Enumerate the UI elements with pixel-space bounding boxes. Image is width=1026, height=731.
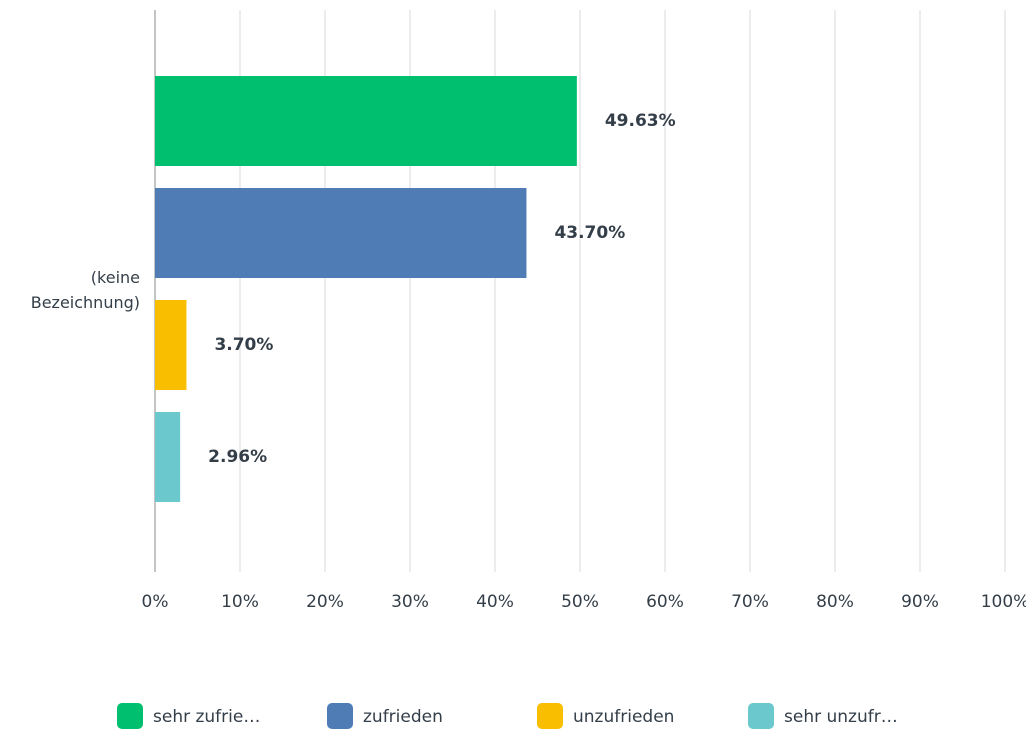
x-tick-label: 100%: [981, 592, 1026, 612]
x-tick-label: 40%: [476, 592, 514, 612]
legend-label: zufrieden: [363, 707, 443, 727]
value-label: 3.70%: [214, 335, 273, 355]
x-tick-label: 60%: [646, 592, 684, 612]
bar: [155, 188, 527, 278]
legend-label: unzufrieden: [573, 707, 674, 727]
bar: [155, 412, 181, 502]
x-tick-label: 30%: [391, 592, 429, 612]
bar: [155, 76, 577, 166]
legend-swatch: [537, 703, 563, 729]
bar: [155, 300, 187, 390]
x-tick-label: 0%: [142, 592, 169, 612]
legend-label: sehr unzufr…: [784, 707, 898, 727]
x-tick-label: 50%: [561, 592, 599, 612]
legend-label: sehr zufrie…: [153, 707, 260, 727]
x-tick-label: 70%: [731, 592, 769, 612]
x-tick-label: 90%: [901, 592, 939, 612]
value-label: 2.96%: [208, 447, 267, 467]
value-label: 49.63%: [605, 111, 676, 131]
x-tick-label: 20%: [306, 592, 344, 612]
x-tick-label: 10%: [221, 592, 259, 612]
legend-swatch: [117, 703, 143, 729]
category-label: (keine Bezeichnung): [30, 268, 140, 312]
x-tick-label: 80%: [816, 592, 854, 612]
legend-swatch: [327, 703, 353, 729]
value-label: 43.70%: [554, 223, 625, 243]
legend-swatch: [748, 703, 774, 729]
